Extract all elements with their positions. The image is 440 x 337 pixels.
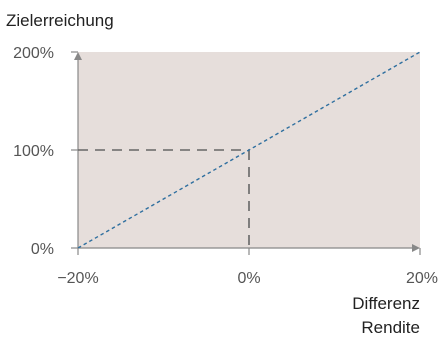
x-axis-arrowhead	[412, 244, 420, 252]
x-axis-label-line-1: Differenz	[352, 294, 420, 313]
y-axis-arrowhead	[74, 52, 82, 60]
x-axis-label-line-2: Rendite	[361, 318, 420, 337]
y-tick-label: 100%	[13, 143, 54, 160]
x-tick-label: 20%	[406, 270, 438, 287]
x-tick-label: 0%	[237, 270, 260, 287]
series-line-0	[77, 51, 421, 249]
y-tick-label: 0%	[31, 241, 54, 258]
x-tick-label: −20%	[57, 270, 98, 287]
y-tick-label: 200%	[13, 45, 54, 62]
chart-title: Zielerreichung	[6, 11, 114, 30]
